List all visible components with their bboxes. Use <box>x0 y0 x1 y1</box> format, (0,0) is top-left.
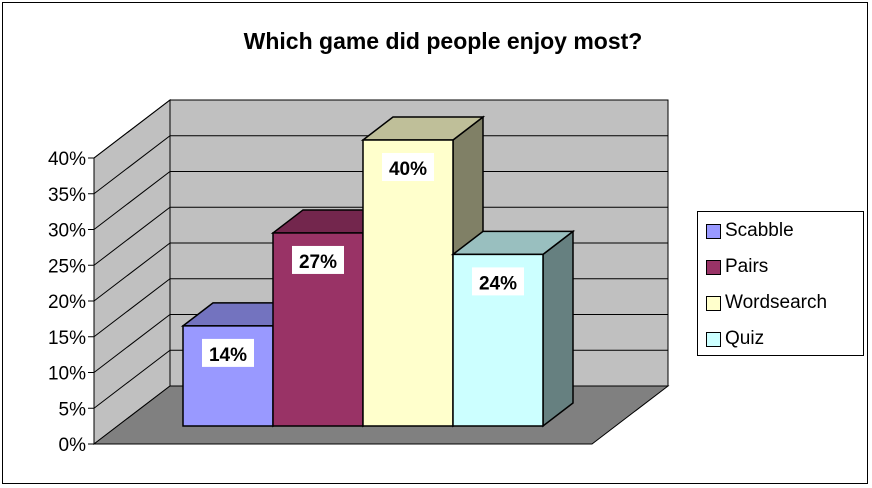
legend-item-pairs: Pairs <box>706 255 768 279</box>
data-label: 27% <box>299 252 337 273</box>
data-label-box <box>292 245 344 274</box>
data-label-box <box>472 267 524 296</box>
data-label-box <box>382 153 434 181</box>
data-label: 24% <box>479 273 517 294</box>
gridline <box>93 99 668 159</box>
bar-quiz: 24% <box>450 229 576 428</box>
legend-item-scabble: Scabble <box>706 219 794 243</box>
gridline <box>93 171 668 230</box>
legend-swatch <box>706 259 721 275</box>
data-label: 40% <box>389 159 427 180</box>
y-tick-label: 30% <box>48 221 86 242</box>
gridline <box>93 135 668 195</box>
bar-front <box>362 139 454 427</box>
bar-side <box>542 229 574 428</box>
legend-swatch <box>706 223 721 239</box>
y-tick-label: 5% <box>59 399 87 420</box>
legend-swatch <box>706 295 721 311</box>
legend-label: Quiz <box>725 328 765 349</box>
legend-label: Wordsearch <box>725 292 828 313</box>
data-label-box <box>202 338 254 367</box>
y-tick-label: 25% <box>48 256 86 277</box>
gridline <box>93 206 668 266</box>
legend-label: Scabble <box>725 220 794 241</box>
legend: Scabble Pairs Wordsearch Quiz <box>697 211 864 356</box>
y-tick-label: 40% <box>48 149 86 170</box>
y-tick-label: 15% <box>48 328 86 349</box>
y-tick-label: 10% <box>48 364 86 385</box>
y-tick-label: 35% <box>48 185 86 206</box>
legend-label: Pairs <box>725 256 769 277</box>
y-tick-label: 20% <box>48 292 86 313</box>
chart-title: Which game did people enjoy most? <box>243 28 643 54</box>
legend-swatch <box>706 331 721 347</box>
y-tick-label: 0% <box>59 435 87 456</box>
legend-item-quiz: Quiz <box>706 327 764 351</box>
legend-item-wordsearch: Wordsearch <box>706 291 827 315</box>
data-label: 14% <box>209 345 247 366</box>
